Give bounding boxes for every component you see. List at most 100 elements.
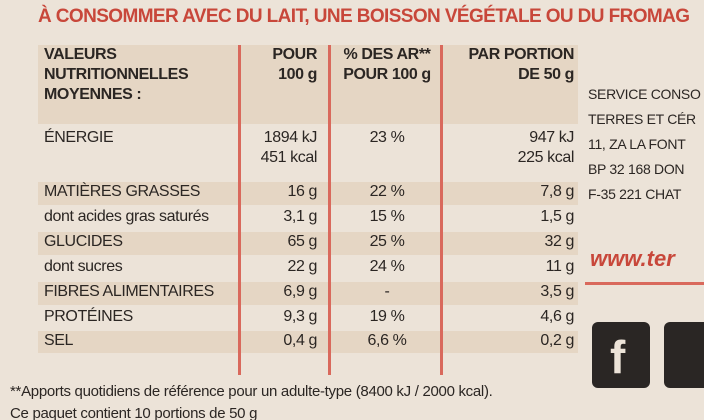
contact-line: 11, ZA LA FONT [588, 136, 686, 152]
table-row: FIBRES ALIMENTAIRES 6,9 g - 3,5 g [38, 282, 578, 305]
divider [585, 282, 704, 285]
cell-line: 225 kcal [517, 149, 575, 166]
cell-line: POUR [272, 46, 317, 63]
cell-line: MATIÈRES GRASSES [44, 183, 201, 200]
table-row: MATIÈRES GRASSES 16 g 22 % 7,8 g [38, 182, 578, 205]
cell-line: 100 g [278, 66, 317, 83]
cell: 16 g [243, 182, 317, 202]
cell: 11 g [448, 257, 575, 277]
cell: 4,6 g [448, 307, 574, 327]
cell-line: VALEURS [44, 46, 117, 63]
divider [238, 45, 241, 375]
cell-line: 4,6 g [540, 308, 574, 325]
cell: ÉNERGIE [44, 128, 239, 148]
table-row: ÉNERGIE 1894 kJ 451 kcal 23 % 947 kJ 225 kcal [38, 128, 578, 178]
cell: VALEURS NUTRITIONNELLES MOYENNES : [44, 45, 239, 105]
cell: dont acides gras saturés [44, 207, 239, 227]
cell-line: GLUCIDES [44, 233, 123, 250]
cell-line: 0,4 g [283, 332, 317, 349]
cell-line: 65 g [287, 233, 317, 250]
cell: 3,5 g [448, 282, 574, 302]
cell-line: 16 g [287, 183, 317, 200]
website: www.ter [590, 246, 675, 271]
cell-line: 6,9 g [283, 283, 317, 300]
cell: 1,5 g [448, 207, 574, 227]
cell: 7,8 g [448, 182, 574, 202]
cell-line: 19 % [369, 308, 405, 325]
cell-line: 3,1 g [283, 208, 317, 225]
footnote: Ce paquet contient 10 portions de 50 g [10, 405, 258, 420]
cell: 32 g [448, 232, 574, 252]
cell: PAR PORTION DE 50 g [448, 45, 574, 85]
cell: 3,1 g [243, 207, 317, 227]
cell-line: DE 50 g [518, 66, 574, 83]
cell-line: 947 kJ [529, 129, 574, 146]
cell: 0,2 g [448, 331, 574, 351]
cell-line: 15 % [369, 208, 405, 225]
cell: FIBRES ALIMENTAIRES [44, 282, 239, 302]
cell-line: 9,3 g [283, 308, 317, 325]
table-row: SEL 0,4 g 6,6 % 0,2 g [38, 331, 578, 353]
cell: 947 kJ 225 kcal [448, 128, 575, 168]
divider [328, 45, 331, 375]
cell-line: 1,5 g [540, 208, 574, 225]
cell: dont sucres [44, 257, 239, 277]
contact-line: BP 32 168 DON [588, 161, 685, 177]
cell: % DES AR** POUR 100 g [333, 45, 441, 85]
facebook-icon [592, 322, 650, 388]
cell-line: MOYENNES : [44, 86, 142, 103]
table-row: dont acides gras saturés 3,1 g 15 % 1,5 g [38, 207, 578, 230]
cell: 22 g [243, 257, 317, 277]
cell-line: 0,2 g [540, 332, 574, 349]
cell-line: 22 % [369, 183, 405, 200]
cell-line: FIBRES ALIMENTAIRES [44, 283, 214, 300]
cell-line: 32 g [544, 233, 574, 250]
cell: 19 % [333, 307, 441, 327]
cell: 24 % [333, 257, 441, 277]
cell: GLUCIDES [44, 232, 239, 252]
cell-line: PAR PORTION [468, 46, 574, 63]
cell: 23 % [333, 128, 441, 148]
cell-line: 7,8 g [540, 183, 574, 200]
cell: 6,9 g [243, 282, 317, 302]
footnote: **Apports quotidiens de référence pour u… [10, 383, 493, 400]
table-row: GLUCIDES 65 g 25 % 32 g [38, 232, 578, 255]
cell: 25 % [333, 232, 441, 252]
cell-line: dont acides gras saturés [44, 208, 209, 225]
cell: - [333, 282, 441, 302]
table-row: dont sucres 22 g 24 % 11 g [38, 257, 578, 280]
cell-line: dont sucres [44, 258, 123, 275]
facebook-glyph: f [610, 331, 626, 383]
cell-line: - [384, 283, 390, 300]
cell: 9,3 g [243, 307, 317, 327]
cell: 0,4 g [243, 331, 317, 351]
cell: 1894 kJ 451 kcal [243, 128, 318, 168]
cell-line: 11 g [545, 258, 575, 275]
cell-line: PROTÉINES [44, 308, 133, 325]
contact-line: F-35 221 CHAT [588, 186, 682, 202]
contact-line: SERVICE CONSO [588, 86, 701, 102]
cell: 6,6 % [333, 331, 441, 351]
instagram-icon [664, 322, 704, 388]
cell: MATIÈRES GRASSES [44, 182, 239, 202]
cell: 15 % [333, 207, 441, 227]
cell-line: POUR 100 g [343, 66, 431, 83]
cell: POUR 100 g [243, 45, 317, 85]
cell-line: % DES AR** [343, 46, 431, 63]
cell-line: 3,5 g [540, 283, 574, 300]
header-row: VALEURS NUTRITIONNELLES MOYENNES : POUR 100 … [38, 45, 578, 124]
cell-line: 23 % [369, 129, 405, 146]
cell-line: 22 g [287, 258, 317, 275]
cell-line: 6,6 % [367, 332, 407, 349]
cell-line: 451 kcal [260, 149, 318, 166]
contact-line: TERRES ET CÉR [588, 111, 696, 127]
table-row: PROTÉINES 9,3 g 19 % 4,6 g [38, 307, 578, 330]
cell: PROTÉINES [44, 307, 239, 327]
cell: 65 g [243, 232, 317, 252]
cell-line: 1894 kJ [263, 129, 318, 146]
cell-line: ÉNERGIE [44, 129, 114, 146]
cell-line: NUTRITIONNELLES [44, 66, 189, 83]
banner: À CONSOMMER AVEC DU LAIT, UNE BOISSON VÉ… [38, 6, 690, 27]
cell: SEL [44, 331, 239, 351]
